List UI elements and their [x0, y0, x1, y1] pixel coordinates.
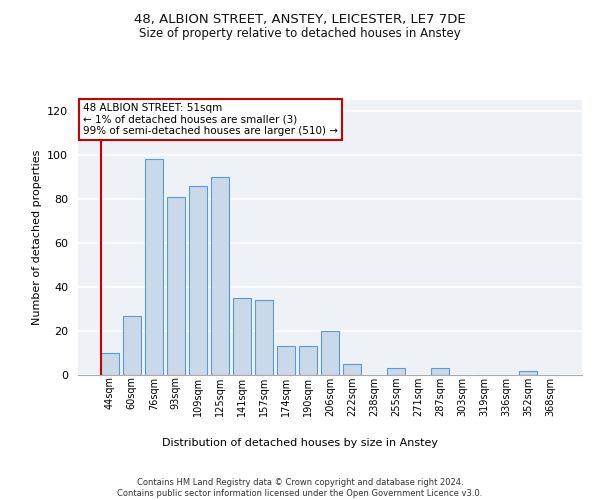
Bar	[299, 346, 317, 375]
Text: 48, ALBION STREET, ANSTEY, LEICESTER, LE7 7DE: 48, ALBION STREET, ANSTEY, LEICESTER, LE…	[134, 12, 466, 26]
Bar	[387, 368, 405, 375]
Text: Size of property relative to detached houses in Anstey: Size of property relative to detached ho…	[139, 28, 461, 40]
Bar	[277, 346, 295, 375]
Bar	[189, 186, 206, 375]
Text: 48 ALBION STREET: 51sqm
← 1% of detached houses are smaller (3)
99% of semi-deta: 48 ALBION STREET: 51sqm ← 1% of detached…	[83, 103, 338, 136]
Bar	[321, 331, 339, 375]
Bar	[343, 364, 361, 375]
Bar	[255, 300, 273, 375]
Text: Contains HM Land Registry data © Crown copyright and database right 2024.
Contai: Contains HM Land Registry data © Crown c…	[118, 478, 482, 498]
Bar	[123, 316, 140, 375]
Y-axis label: Number of detached properties: Number of detached properties	[32, 150, 41, 325]
Bar	[520, 370, 537, 375]
Bar	[167, 197, 185, 375]
Bar	[145, 160, 163, 375]
Bar	[211, 177, 229, 375]
Text: Distribution of detached houses by size in Anstey: Distribution of detached houses by size …	[162, 438, 438, 448]
Bar	[431, 368, 449, 375]
Bar	[233, 298, 251, 375]
Bar	[101, 353, 119, 375]
